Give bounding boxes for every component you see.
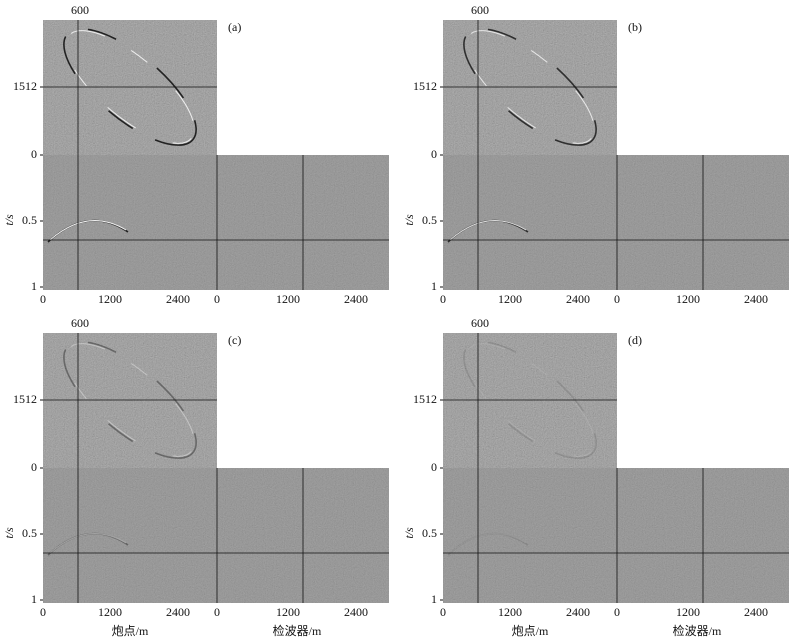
left-tick-label: 0.5	[22, 526, 37, 540]
bottom-tick-label: 0	[614, 605, 620, 619]
left-tick-label: 0.5	[422, 526, 437, 540]
left-tick-label: 1	[31, 279, 37, 293]
top-tick-label: 600	[71, 316, 89, 330]
left-tick-label: 1512	[413, 392, 437, 406]
bottom-tick-label: 2400	[744, 292, 768, 306]
panel-label: (c)	[228, 333, 241, 347]
bottom-tick-label: 1200	[98, 292, 122, 306]
left-tick-label: 1	[431, 592, 437, 606]
panel-label: (b)	[628, 20, 642, 34]
bottom-tick-label: 2400	[566, 292, 590, 306]
event-curve	[447, 532, 529, 556]
left-tick-label: 1512	[13, 392, 37, 406]
left-tick-label: 0.5	[22, 213, 37, 227]
bottom-tick-label: 2400	[566, 605, 590, 619]
event-ellipse	[63, 28, 197, 146]
bottom-tick-label: 1200	[498, 292, 522, 306]
bottom-tick-label: 2400	[344, 605, 368, 619]
event-curve-light	[449, 533, 527, 554]
x-axis-label: 检波器/m	[673, 623, 722, 638]
shot-image-grain	[43, 333, 217, 468]
left-tick-label: 0	[431, 460, 437, 474]
top-tick-label: 600	[471, 316, 489, 330]
bottom-tick-label: 0	[214, 292, 220, 306]
left-tick-label: 1	[431, 279, 437, 293]
event-curve-light	[449, 220, 527, 241]
left-tick-label: 1	[31, 592, 37, 606]
y-axis-label: t/s	[402, 214, 416, 226]
bottom-tick-label: 0	[40, 605, 46, 619]
bottom-tick-label: 1200	[276, 292, 300, 306]
bottom-tick-label: 0	[440, 605, 446, 619]
shot-image-grain	[443, 333, 617, 468]
event-ellipse-light	[65, 343, 195, 457]
y-axis-label: t/s	[402, 527, 416, 539]
shot-image-grain	[443, 20, 617, 155]
shot-image-grain	[43, 20, 217, 155]
left-tick-label: 1512	[413, 79, 437, 93]
panel-label: (d)	[628, 333, 642, 347]
event-ellipse-light	[65, 30, 195, 144]
event-curve	[47, 532, 129, 556]
bottom-tick-label: 1200	[98, 605, 122, 619]
bottom-tick-label: 0	[440, 292, 446, 306]
gather-image-grain	[43, 468, 389, 603]
gather-image-grain	[443, 155, 789, 290]
event-ellipse	[463, 341, 597, 459]
y-axis-label: t/s	[2, 527, 16, 539]
bottom-tick-label: 2400	[344, 292, 368, 306]
event-ellipse	[63, 341, 197, 459]
left-tick-label: 1512	[13, 79, 37, 93]
left-tick-label: 0	[31, 147, 37, 161]
x-axis-label: 检波器/m	[273, 623, 322, 638]
bottom-tick-label: 2400	[744, 605, 768, 619]
bottom-tick-label: 0	[40, 292, 46, 306]
bottom-tick-label: 0	[614, 292, 620, 306]
bottom-tick-label: 0	[214, 605, 220, 619]
top-tick-label: 600	[71, 3, 89, 17]
gather-image-grain	[43, 155, 389, 290]
x-axis-label: 炮点/m	[512, 624, 549, 638]
event-curve-light	[49, 220, 127, 241]
event-ellipse	[463, 28, 597, 146]
bottom-tick-label: 1200	[676, 605, 700, 619]
bottom-tick-label: 1200	[498, 605, 522, 619]
left-tick-label: 0	[431, 147, 437, 161]
bottom-tick-label: 2400	[166, 605, 190, 619]
gather-image-grain	[443, 468, 789, 603]
event-curve-light	[49, 533, 127, 554]
left-tick-label: 0.5	[422, 213, 437, 227]
bottom-tick-label: 2400	[166, 292, 190, 306]
y-axis-label: t/s	[2, 214, 16, 226]
bottom-tick-label: 1200	[276, 605, 300, 619]
x-axis-label: 炮点/m	[112, 624, 149, 638]
left-tick-label: 0	[31, 460, 37, 474]
panel-label: (a)	[228, 20, 241, 34]
top-tick-label: 600	[471, 3, 489, 17]
bottom-tick-label: 1200	[676, 292, 700, 306]
